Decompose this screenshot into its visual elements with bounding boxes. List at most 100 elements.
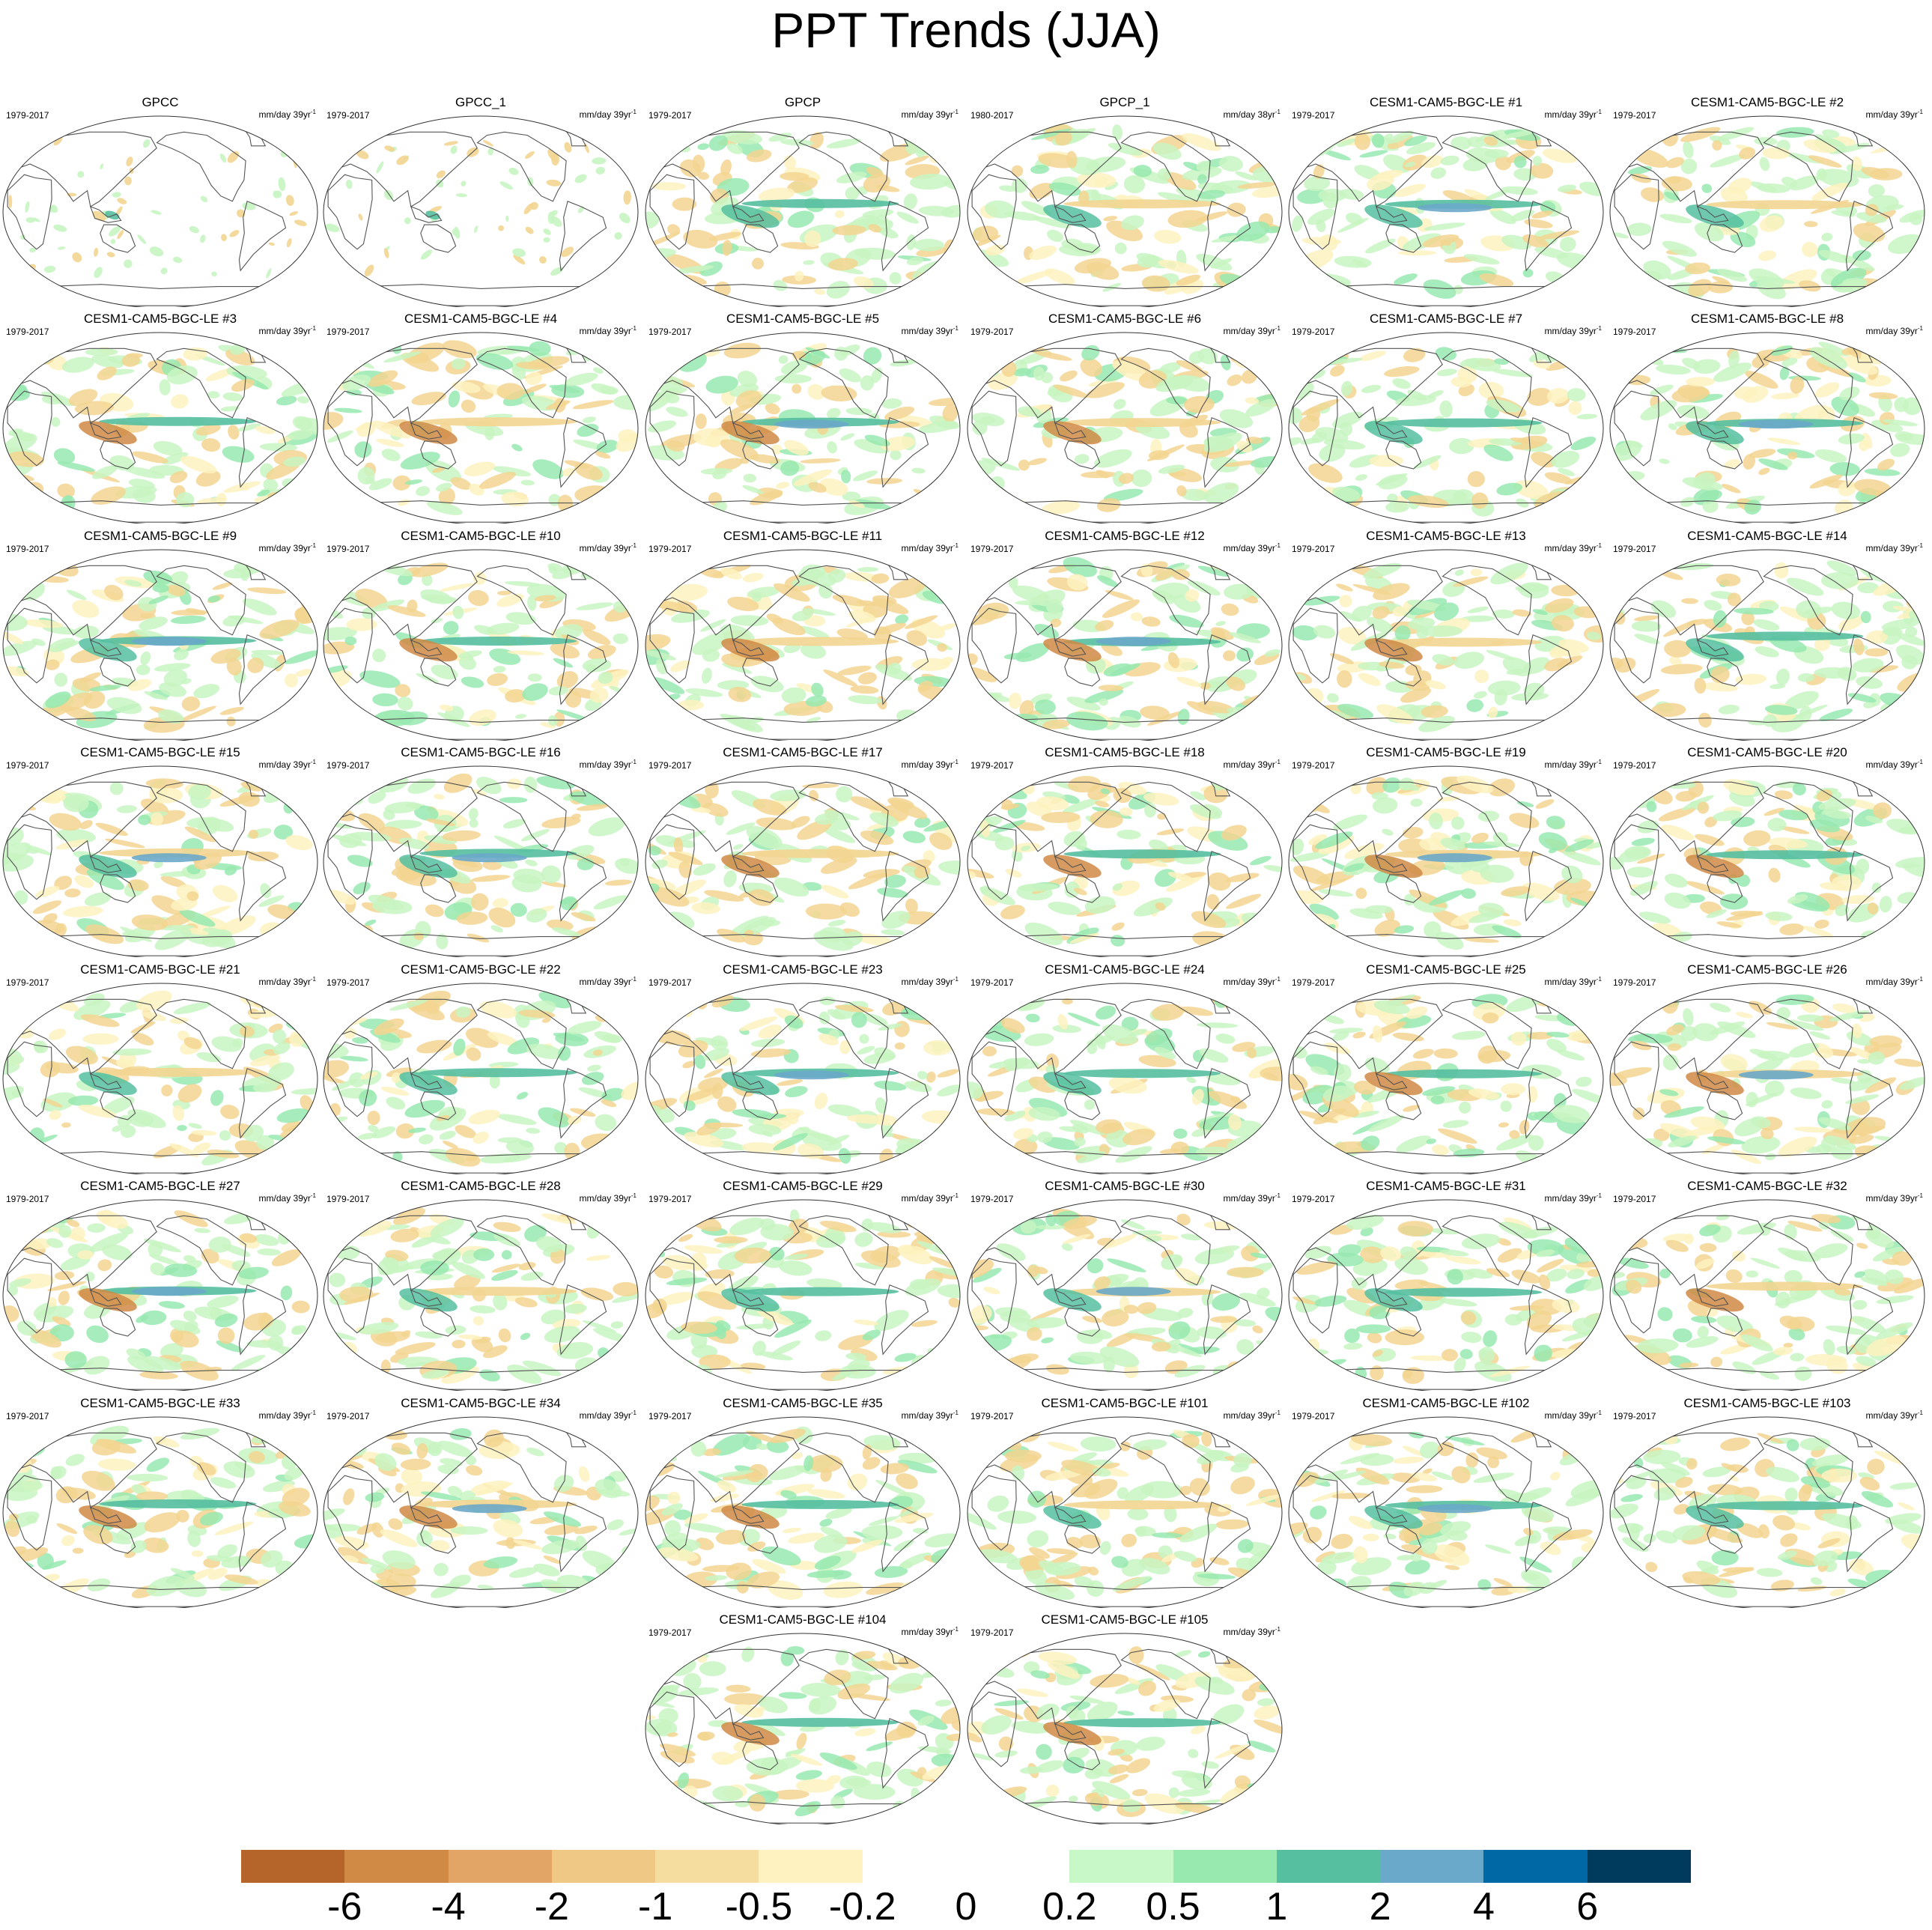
trend-patch [1568, 401, 1582, 416]
trend-patch [1546, 388, 1570, 404]
trend-patch [411, 990, 451, 1012]
trend-patch [1489, 208, 1516, 225]
trend-patch [289, 211, 299, 216]
trend-patch [1805, 1353, 1847, 1366]
trend-patch [854, 439, 890, 454]
trend-patch [1296, 1261, 1337, 1275]
trend-patch [1074, 887, 1087, 896]
map-field [3, 550, 318, 741]
trend-patch [1067, 1013, 1101, 1027]
trend-patch [1857, 1058, 1871, 1064]
trend-patch [1105, 590, 1134, 601]
continent-south-america [238, 201, 287, 272]
trend-patch [613, 395, 638, 410]
trend-patch [929, 832, 953, 850]
trend-patch [1420, 625, 1462, 637]
trend-patch [1076, 1329, 1104, 1344]
trend-patch [1829, 462, 1860, 476]
trend-patch [140, 1310, 167, 1326]
trend-patch [525, 226, 534, 234]
panel-units: mm/day 39yr-1 [259, 541, 316, 553]
trend-patch [1838, 616, 1864, 631]
trend-patch [1403, 1369, 1413, 1379]
map-svg [967, 765, 1283, 957]
panel-units: mm/day 39yr-1 [1866, 541, 1923, 553]
map-border [1609, 549, 1925, 741]
trend-patch [1246, 1047, 1257, 1059]
trend-patch [471, 875, 511, 882]
itcz-band [741, 1499, 899, 1509]
trend-patch [1546, 1268, 1567, 1282]
trend-patch [853, 276, 874, 289]
trend-patch [344, 636, 357, 646]
trend-patch [3, 613, 28, 631]
continent-africa [327, 824, 373, 900]
trend-patch [436, 179, 444, 188]
trend-patch [1003, 652, 1032, 660]
trend-patch [1095, 1005, 1117, 1020]
trend-patch [1048, 902, 1081, 915]
trend-patch [823, 670, 858, 687]
trend-patch [884, 406, 915, 421]
map-panel: GPCC_1 1979-2017 mm/day 39yr-1 [321, 94, 641, 307]
continent-north-america [476, 1432, 567, 1503]
trend-patch [550, 267, 564, 276]
trend-patch [1876, 1295, 1914, 1305]
trend-patch [1260, 1066, 1282, 1081]
trend-patch [358, 1322, 399, 1335]
trend-patch [813, 1535, 848, 1553]
trend-patch [673, 837, 684, 855]
map-panel: CESM1-CAM5-BGC-LE #29 1979-2017 mm/day 39y… [643, 1177, 963, 1391]
continent-africa [1614, 824, 1659, 900]
trend-patch [1483, 841, 1520, 848]
trend-patch [619, 213, 631, 224]
trend-patch [228, 425, 240, 440]
trend-patch [455, 1006, 471, 1018]
map-border [1288, 115, 1604, 307]
trend-patch [160, 876, 186, 887]
trend-patch [106, 697, 142, 714]
trend-patch [1483, 148, 1509, 159]
trend-patch [878, 1023, 902, 1031]
trend-patch [421, 1491, 461, 1501]
trend-patch [468, 1109, 501, 1125]
continent-south-america [559, 851, 607, 922]
continent-australia [742, 1308, 779, 1337]
trend-patch [1496, 1237, 1511, 1246]
trend-patch [192, 1142, 211, 1154]
trend-patch [827, 1104, 862, 1117]
trend-patch [97, 1259, 112, 1272]
trend-patch [59, 692, 93, 711]
trend-patch [355, 423, 373, 431]
trend-patch [1665, 873, 1688, 888]
trend-patch [1432, 654, 1454, 666]
map-field [323, 1200, 638, 1391]
trend-patch [788, 1219, 809, 1235]
trend-patch [67, 1095, 99, 1106]
trend-patch [525, 371, 542, 386]
map-border [323, 115, 639, 307]
trend-patch [249, 1451, 265, 1463]
trend-patch [866, 1582, 905, 1595]
trend-patch [1486, 649, 1515, 661]
trend-patch [300, 1095, 313, 1111]
trend-patch [489, 1073, 500, 1089]
trend-patch [832, 1370, 854, 1380]
trend-patch [231, 1354, 266, 1371]
trend-patch [1634, 615, 1660, 622]
trend-patch [78, 1104, 117, 1118]
map-border [2, 983, 318, 1174]
trend-patch [705, 375, 738, 394]
trend-patch [661, 1503, 683, 1516]
trend-patch [57, 483, 76, 499]
trend-patch [466, 1465, 483, 1476]
trend-patch [144, 1512, 180, 1533]
panel-units-text: mm/day 39yr [258, 109, 311, 120]
trend-patch [664, 1520, 681, 1537]
continent-north-america [156, 1215, 246, 1286]
trend-patch [338, 1286, 374, 1302]
trend-patch [645, 650, 676, 661]
trend-patch [666, 407, 688, 417]
trend-patch [1896, 644, 1925, 665]
trend-patch [862, 1457, 881, 1470]
